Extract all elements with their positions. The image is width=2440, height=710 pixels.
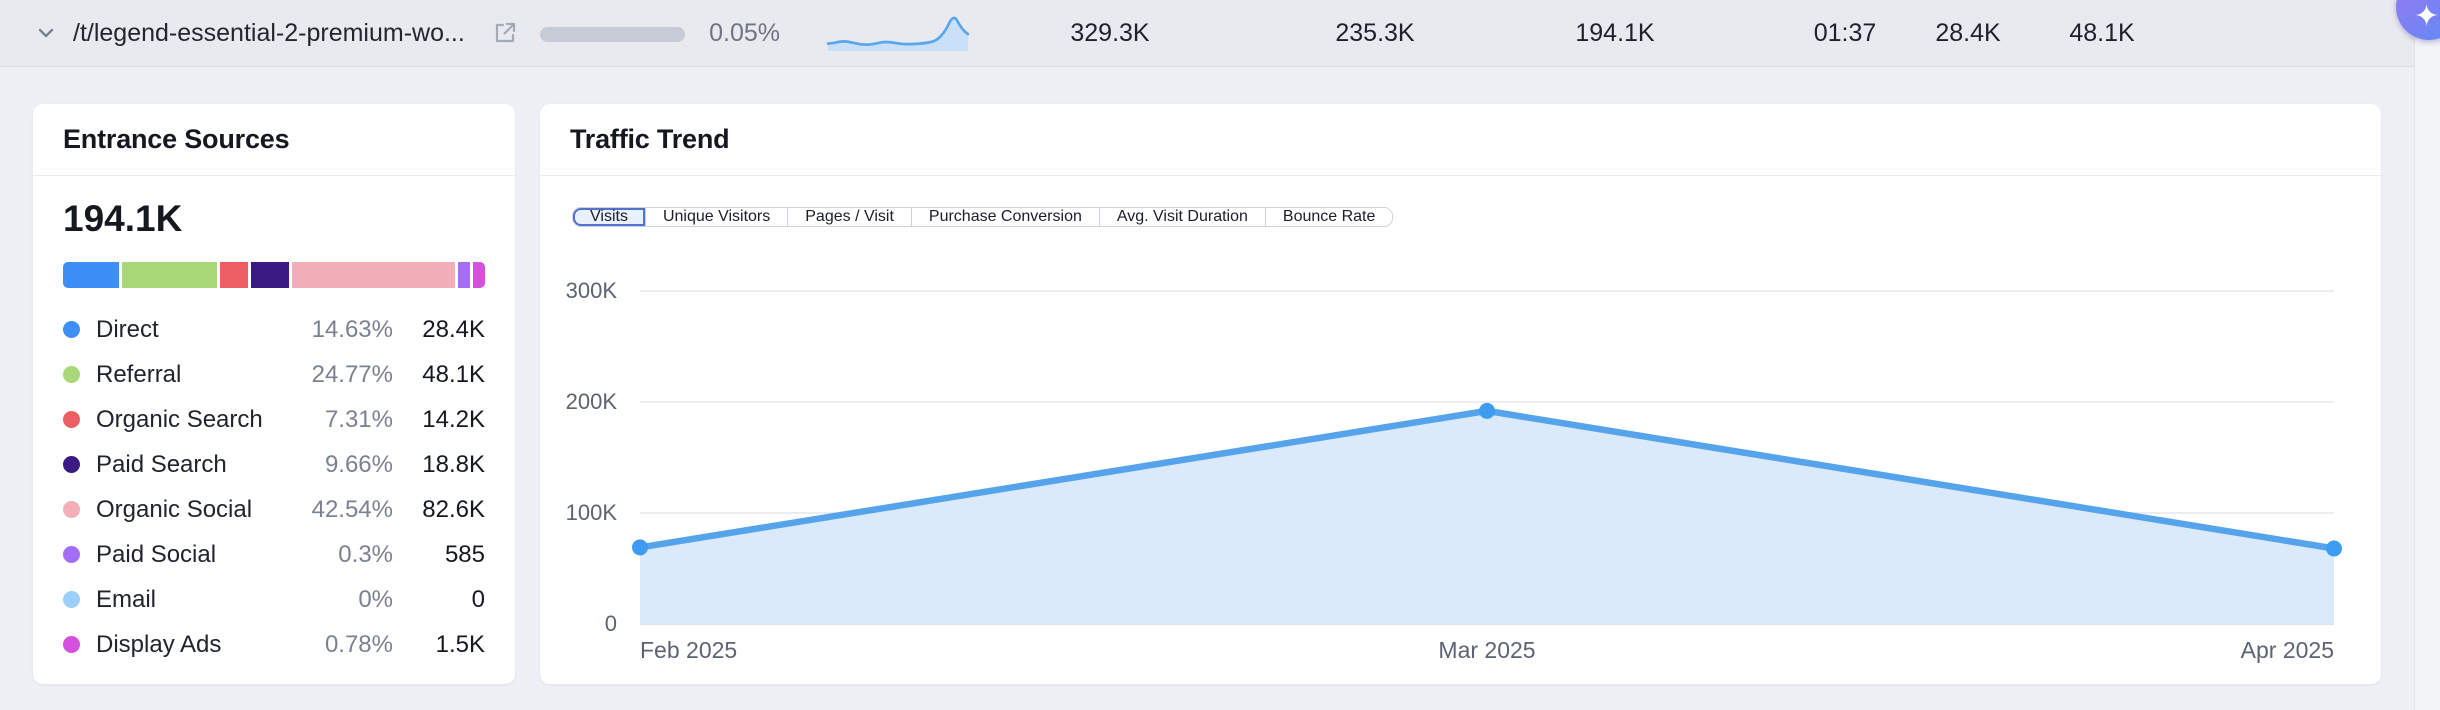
source-row-organic-search: Organic Search 7.31% 14.2K: [63, 397, 485, 442]
card-header: Entrance Sources: [33, 104, 515, 176]
source-percent: 9.66%: [324, 450, 393, 478]
source-row-paid-social: Paid Social 0.3% 585: [63, 532, 485, 577]
x-axis-label: Apr 2025: [2240, 637, 2334, 663]
source-color-dot: [63, 501, 80, 518]
row-metric-visits: 329.3K: [1070, 19, 1150, 47]
source-label: Paid Search: [96, 450, 227, 478]
bar-segment-organic-social: [291, 262, 455, 288]
source-label: Email: [96, 585, 157, 613]
source-percent: 24.77%: [311, 360, 393, 388]
y-axis-label: 0: [604, 611, 617, 636]
row-metric-6: 48.1K: [2069, 19, 2135, 47]
source-value: 82.6K: [422, 495, 485, 523]
source-label: Organic Search: [96, 405, 263, 433]
source-label: Direct: [96, 315, 159, 343]
source-row-display-ads: Display Ads 0.78% 1.5K: [63, 622, 485, 667]
source-row-referral: Referral 24.77% 48.1K: [63, 352, 485, 397]
source-value: 0: [471, 585, 485, 613]
trend-area: [640, 410, 2334, 624]
source-percent: 0%: [358, 585, 393, 613]
row-metric-5: 28.4K: [1935, 19, 2001, 47]
data-point[interactable]: [1479, 402, 1495, 419]
source-label: Organic Social: [96, 495, 253, 523]
y-axis-label: 100K: [565, 500, 617, 525]
x-axis-label: Feb 2025: [640, 637, 738, 663]
chevron-down-icon[interactable]: [36, 25, 56, 41]
source-color-dot: [63, 636, 80, 653]
source-label: Referral: [96, 360, 182, 388]
source-value: 18.8K: [422, 450, 485, 478]
tab-avg-visit-duration[interactable]: Avg. Visit Duration: [1099, 208, 1266, 226]
source-percent: 7.31%: [324, 405, 393, 433]
row-metric-entrances: 194.1K: [1575, 19, 1655, 47]
card-header: Traffic Trend: [540, 104, 2381, 176]
source-row-direct: Direct 14.63% 28.4K: [63, 307, 485, 352]
sparkle-icon: ✦: [2414, 0, 2440, 33]
y-axis-label: 300K: [565, 278, 617, 303]
source-color-dot: [63, 546, 80, 563]
bar-segment-display-ads: [472, 262, 485, 288]
source-color-dot: [63, 591, 80, 608]
sparkline-area: [828, 17, 968, 51]
tab-visits[interactable]: Visits: [573, 208, 646, 226]
entrance-sources-card: Entrance Sources 194.1K Direct 14.63% 28.4…: [33, 104, 515, 684]
trend-chart: Feb 2025 Mar 2025 Apr 2025: [632, 290, 2342, 663]
traffic-share-value: 0.05%: [709, 19, 780, 47]
row-metric-duration: 01:37: [1813, 19, 1877, 47]
row-metric-unique: 235.3K: [1335, 19, 1415, 47]
source-row-paid-search: Paid Search 9.66% 18.8K: [63, 442, 485, 487]
source-percent: 14.63%: [311, 315, 393, 343]
data-point[interactable]: [632, 539, 648, 556]
page-table-row[interactable]: /t/legend-essential-2-premium-wo... 0.05…: [0, 0, 2414, 67]
source-value: 48.1K: [422, 360, 485, 388]
sources-stacked-bar: [63, 262, 485, 288]
right-gutter: [2414, 0, 2440, 710]
external-link-icon[interactable]: [492, 20, 518, 46]
bar-segment-direct: [63, 262, 120, 288]
sparkline-line: [826, 16, 970, 47]
sources-legend: Direct 14.63% 28.4K Referral 24.77% 48.1K Orga…: [63, 307, 485, 667]
trend-sparkline: [826, 16, 970, 51]
source-color-dot: [63, 366, 80, 383]
source-row-email: Email 0% 0: [63, 577, 485, 622]
x-axis-label: Mar 2025: [1438, 637, 1536, 663]
source-percent: 42.54%: [311, 495, 393, 523]
source-value: 14.2K: [422, 405, 485, 433]
source-value: 28.4K: [422, 315, 485, 343]
bar-segment-organic-search: [220, 262, 249, 288]
source-label: Paid Social: [96, 540, 217, 568]
tab-unique-visitors[interactable]: Unique Visitors: [645, 208, 789, 226]
y-axis-label: 200K: [565, 389, 617, 414]
source-value: 1.5K: [435, 630, 485, 658]
source-value: 585: [444, 540, 485, 568]
source-color-dot: [63, 411, 80, 428]
entrances-total: 194.1K: [63, 198, 183, 239]
source-percent: 0.78%: [324, 630, 393, 658]
tab-bounce-rate[interactable]: Bounce Rate: [1265, 208, 1393, 226]
card-title: Traffic Trend: [570, 124, 730, 154]
tab-purchase-conversion[interactable]: Purchase Conversion: [911, 208, 1100, 226]
bar-segment-paid-search: [251, 262, 289, 288]
source-color-dot: [63, 456, 80, 473]
traffic-share-bar: [540, 27, 685, 42]
tab-pages-visit[interactable]: Pages / Visit: [788, 208, 912, 226]
page-url[interactable]: /t/legend-essential-2-premium-wo...: [73, 19, 465, 47]
source-label: Display Ads: [96, 630, 222, 658]
source-percent: 0.3%: [338, 540, 393, 568]
bar-segment-paid-social: [457, 262, 470, 288]
source-row-organic-social: Organic Social 42.54% 82.6K: [63, 487, 485, 532]
bar-segment-referral: [122, 262, 218, 288]
traffic-trend-card: Traffic Trend Visits Unique Visitors Pages…: [540, 104, 2381, 684]
data-point[interactable]: [2326, 540, 2342, 557]
card-title: Entrance Sources: [63, 124, 290, 154]
source-color-dot: [63, 321, 80, 338]
metric-tabs: Visits Unique Visitors Pages / Visit Purcha…: [572, 207, 1394, 227]
